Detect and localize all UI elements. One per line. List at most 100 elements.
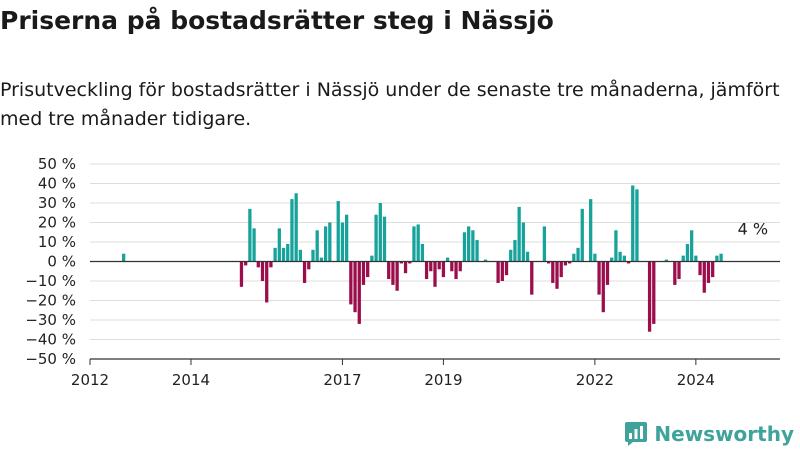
bar: [572, 253, 576, 262]
newsworthy-logo-icon: [625, 422, 648, 446]
x-tick-label: 2022: [576, 371, 614, 389]
bar: [277, 228, 281, 262]
bar: [281, 247, 286, 262]
last-value-annotation: 4 %: [738, 220, 768, 239]
bar: [429, 261, 433, 272]
bar: [605, 261, 610, 285]
y-tick-label: −30 %: [25, 311, 76, 329]
bar: [244, 261, 248, 266]
bar: [323, 226, 328, 262]
bar: [328, 222, 332, 262]
bar: [504, 261, 509, 276]
bar: [412, 226, 416, 262]
bar: [542, 226, 547, 262]
bar: [370, 255, 374, 262]
x-tick-label: 2019: [424, 371, 462, 389]
bar: [677, 261, 681, 280]
bar: [685, 243, 690, 262]
y-tick-label: 50 %: [38, 155, 76, 173]
x-tick-label: 2017: [323, 371, 361, 389]
bar: [399, 261, 403, 264]
bar: [563, 261, 568, 266]
bar: [458, 261, 462, 272]
bars: [122, 185, 723, 332]
chart-title: Priserna på bostadsrätter steg i Nässjö: [0, 6, 554, 35]
y-tick-label: −20 %: [25, 292, 76, 310]
bar: [433, 261, 437, 287]
bar: [311, 249, 315, 262]
bar: [395, 261, 399, 291]
bar: [706, 261, 711, 283]
bar: [719, 253, 723, 262]
y-tick-label: 10 %: [38, 233, 76, 251]
bar: [298, 249, 303, 262]
bar: [273, 247, 277, 262]
chart-subtitle: Prisutveckling för bostadsrätter i Nässj…: [0, 79, 780, 130]
y-tick-label: 0 %: [47, 253, 76, 271]
bar: [715, 255, 719, 262]
bar: [467, 226, 471, 262]
bar: [681, 255, 685, 262]
bar: [521, 222, 525, 262]
bar: [551, 261, 555, 283]
bar: [450, 261, 454, 272]
bar: [610, 257, 614, 262]
bar: [391, 261, 395, 285]
bar: [513, 240, 517, 262]
bar: [260, 261, 265, 281]
y-tick-label: −10 %: [25, 272, 76, 290]
bar: [319, 257, 324, 262]
bar: [445, 257, 450, 262]
bar: [702, 261, 706, 293]
bar: [349, 261, 353, 305]
bar: [345, 214, 349, 262]
bar: [420, 243, 425, 262]
x-tick-label: 2012: [71, 371, 109, 389]
bar: [496, 261, 500, 283]
bar: [698, 261, 702, 276]
bar: [336, 201, 340, 262]
bar: [711, 261, 715, 278]
bar: [576, 247, 580, 262]
x-tick-label: 2014: [172, 371, 210, 389]
bar: [294, 193, 298, 262]
bar: [593, 253, 597, 262]
x-axis-ticks: 2012 2014 2017 2019 2022 2024: [71, 359, 715, 389]
bar: [403, 261, 408, 274]
bar: [647, 261, 652, 332]
bar: [626, 261, 631, 264]
bar: [601, 261, 605, 313]
y-tick-label: 40 %: [38, 175, 76, 193]
bar: [437, 261, 441, 270]
bar: [378, 203, 382, 262]
y-tick-label: −40 %: [25, 331, 76, 349]
bar: [408, 261, 412, 264]
x-axis: [90, 260, 780, 360]
bar: [597, 261, 601, 295]
bar: [315, 230, 319, 262]
bar: [614, 230, 618, 262]
bar: [122, 253, 126, 262]
bar: [366, 261, 370, 278]
y-tick-label: 30 %: [38, 194, 76, 212]
bar: [483, 259, 488, 262]
bar: [256, 261, 260, 268]
bar: [690, 230, 694, 262]
bar: [302, 261, 307, 283]
bar: [618, 251, 622, 262]
bar: [374, 214, 378, 262]
bar: [530, 261, 534, 295]
brand-logo: Newsworthy: [624, 421, 794, 447]
bar: [475, 240, 479, 262]
bar: [567, 261, 572, 264]
y-tick-label: 20 %: [38, 214, 76, 232]
bar: [664, 259, 669, 262]
bar: [622, 255, 626, 262]
bar: [555, 261, 559, 289]
bar: [353, 261, 357, 313]
brand-name: Newsworthy: [654, 422, 794, 446]
bar: [382, 216, 387, 262]
x-tick-label: 2024: [677, 371, 715, 389]
bar: [580, 208, 584, 262]
